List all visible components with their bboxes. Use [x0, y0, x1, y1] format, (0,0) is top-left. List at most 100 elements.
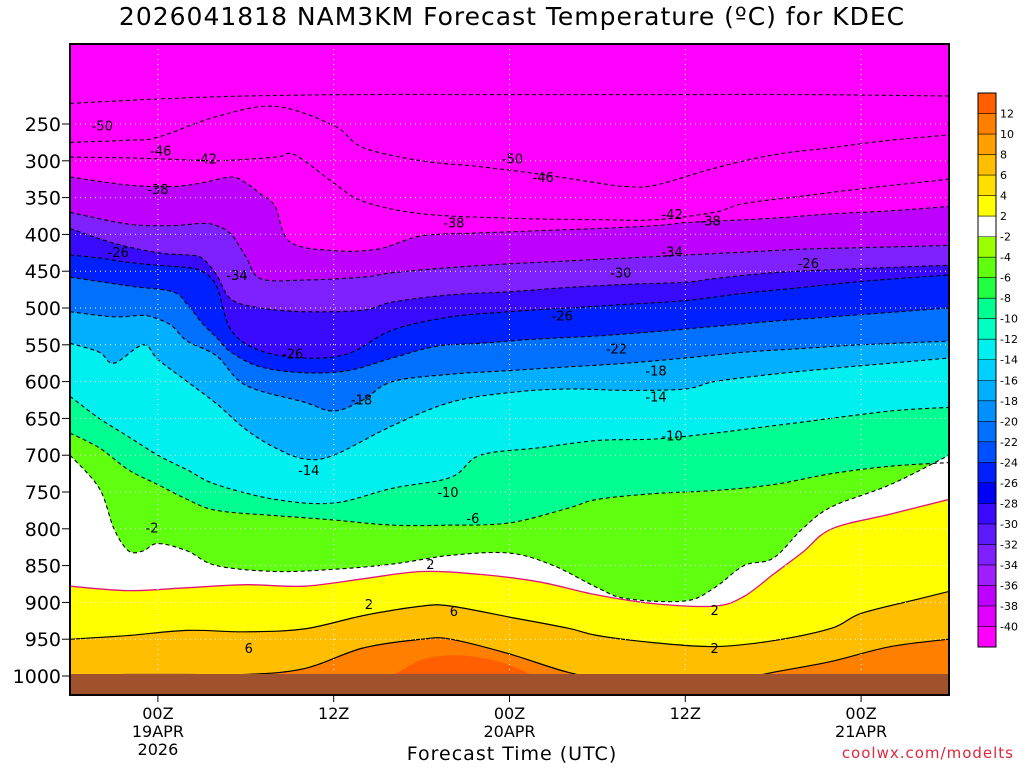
contour-label: -38 — [700, 214, 721, 229]
colorbar-label: -36 — [1000, 579, 1018, 592]
colorbar-swatch — [978, 462, 996, 484]
colorbar-swatch — [978, 175, 996, 196]
contour-line--2 — [70, 454, 949, 603]
colorbar-label: -8 — [1000, 292, 1011, 305]
y-tick-label: 250 — [25, 114, 61, 136]
x-tick-label: 00Z — [845, 704, 876, 723]
contour-label: -50 — [92, 119, 113, 134]
colorbar-swatch — [978, 339, 996, 361]
contour-label: -34 — [661, 245, 682, 260]
contour-line--22 — [70, 276, 949, 374]
contour-label: -26 — [108, 246, 129, 261]
contour-label: 2 — [710, 642, 718, 657]
contour-label: -26 — [282, 348, 303, 363]
contour-line--38 — [70, 176, 949, 252]
colorbar-swatch — [978, 277, 996, 299]
y-tick-label: 650 — [25, 408, 61, 430]
contour-label: -26 — [552, 309, 573, 324]
contour-label: -38 — [147, 183, 168, 198]
contour-label: -46 — [533, 171, 554, 186]
x-tick-label: 2026 — [138, 740, 179, 759]
colorbar-swatch — [978, 236, 996, 258]
contour-line--42 — [70, 152, 949, 221]
colorbar-label: 10 — [1000, 128, 1014, 141]
colorbar-swatch — [978, 482, 996, 504]
contour-line--10 — [70, 395, 949, 505]
contour-label: -18 — [351, 393, 372, 408]
colorbar-swatch — [978, 605, 996, 627]
colorbar-swatch — [978, 400, 996, 422]
colorbar-label: -26 — [1000, 477, 1018, 490]
contour-lines — [70, 93, 949, 686]
x-tick-label: 00Z — [142, 704, 173, 723]
colorbar-label: -4 — [1000, 251, 1011, 264]
contour-label: -42 — [196, 153, 217, 168]
colorbar-swatch — [978, 216, 996, 238]
colorbar-swatch — [978, 257, 996, 279]
colorbar-swatch — [978, 134, 996, 155]
colorbar-label: -20 — [1000, 415, 1018, 428]
ground-surface — [70, 674, 949, 695]
colorbar-swatch — [978, 195, 996, 217]
y-tick-label: 350 — [25, 188, 61, 210]
colorbar-label: 6 — [1000, 169, 1007, 182]
contour-line--46 — [70, 105, 949, 188]
chart-title: 2026041818 NAM3KM Forecast Temperature (… — [118, 2, 906, 31]
contour-label: -18 — [645, 365, 666, 380]
x-tick-label: 12Z — [670, 704, 701, 723]
y-tick-label: 950 — [25, 629, 61, 651]
colorbar-label: -24 — [1000, 456, 1018, 469]
contour-line--50 — [70, 93, 949, 104]
contour-label: -34 — [226, 269, 247, 284]
colorbar-swatch — [978, 359, 996, 381]
colorbar-label: -32 — [1000, 538, 1018, 551]
y-tick-label: 600 — [25, 372, 61, 394]
contour-line-2 — [70, 498, 949, 608]
contour-label: -26 — [798, 257, 819, 272]
contour-label: 6 — [245, 642, 253, 657]
grid — [70, 44, 949, 695]
contour-line--30 — [70, 227, 949, 313]
colorbar-swatch — [978, 544, 996, 566]
colorbar-swatch — [978, 298, 996, 320]
contour-line--26 — [70, 254, 949, 359]
contour-line--14 — [70, 342, 949, 461]
contour-label: -14 — [645, 390, 666, 405]
colorbar-label: 12 — [1000, 108, 1014, 121]
contour-line--6 — [70, 432, 949, 527]
colorbar-label: 8 — [1000, 149, 1007, 162]
y-tick-label: 900 — [25, 592, 61, 614]
colorbar-frame — [977, 92, 997, 648]
y-tick-label: 750 — [25, 482, 61, 504]
contour-label: -50 — [502, 153, 523, 168]
contour-label: -42 — [661, 208, 682, 223]
y-tick-label: 450 — [25, 261, 61, 283]
contour-labels: -50-46-42-38-50-46-38-42 -38-26-34-34-30-… — [92, 119, 819, 657]
fill-band-6 — [70, 591, 949, 695]
colorbar-label: -34 — [1000, 559, 1018, 572]
y-tick-label: 1000 — [13, 666, 61, 688]
contour-label: -46 — [150, 144, 171, 159]
contour-label: 2 — [710, 604, 718, 619]
colorbar-label: -14 — [1000, 354, 1018, 367]
contour-label: -2 — [146, 521, 159, 536]
y-tick-label: 550 — [25, 335, 61, 357]
credit-link[interactable]: coolwx.com/modelts — [841, 744, 1014, 762]
colorbar-swatch — [978, 564, 996, 586]
colorbar-label: -12 — [1000, 333, 1018, 346]
x-tick-label: 12Z — [318, 704, 349, 723]
colorbar-label: -38 — [1000, 600, 1018, 613]
y-tick-label: 700 — [25, 445, 61, 467]
colorbar-label: -30 — [1000, 518, 1018, 531]
colorbar-label: -6 — [1000, 272, 1011, 285]
contour-label: -10 — [437, 486, 458, 501]
contour-label: 2 — [365, 598, 373, 613]
colorbar-label: -40 — [1000, 620, 1018, 633]
y-tick-label: 850 — [25, 556, 61, 578]
colorbar-swatch — [978, 585, 996, 607]
contour-line--18 — [70, 311, 949, 412]
colorbar: -40-38-36-34-32-30-28-26-24-22-20-18-16-… — [977, 92, 1018, 648]
colorbar-label: 4 — [1000, 190, 1007, 203]
colorbar-label: 2 — [1000, 210, 1007, 223]
